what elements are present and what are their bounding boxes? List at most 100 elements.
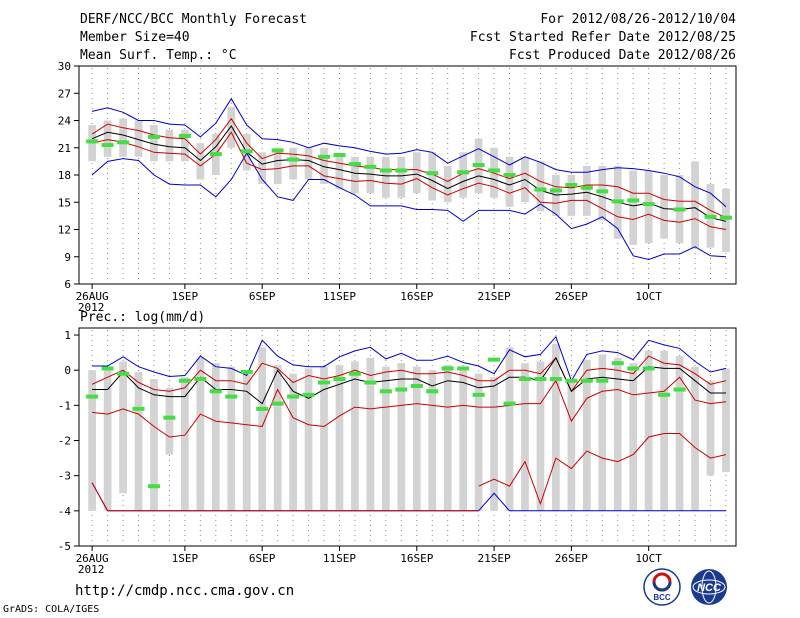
- panel-0-observed-marker: [178, 133, 191, 138]
- panel-0-ytick-label: 30: [58, 60, 71, 73]
- panel-1-q1-line: [92, 376, 727, 438]
- panel-0-observed-marker: [348, 162, 361, 167]
- panel-1-observed-marker: [132, 406, 145, 411]
- source-url-link[interactable]: http://cmdp.ncc.cma.gov.cn: [75, 583, 295, 599]
- panel-1-ensemble-box: [660, 350, 668, 511]
- panel-1-ensemble-box: [443, 364, 452, 511]
- panel-0-ensemble-box: [582, 165, 591, 216]
- panel-1-ensemble-box: [397, 363, 406, 511]
- panel-0-xtick-year-label: 2012: [78, 301, 105, 314]
- panel-0-xtick-label: 1OCT: [635, 290, 662, 303]
- panel-1-ytick-label: -4: [58, 505, 72, 518]
- panel-0-ensemble-box: [459, 152, 468, 198]
- panel-0-ensemble-box: [412, 152, 421, 194]
- panel-1-low-envelope-line: [478, 433, 727, 506]
- panel-0-ensemble-box: [505, 156, 514, 207]
- panel-1-ytick-label: -1: [58, 399, 71, 412]
- panel-1-observed-marker: [457, 366, 470, 371]
- temperature-panel-title: Mean Surf. Temp.: °C: [80, 48, 237, 63]
- panel-1-ensemble-box: [351, 361, 359, 511]
- chart-title: DERF/NCC/BCC Monthly Forecast: [80, 12, 307, 27]
- panel-0-ensemble-box: [722, 188, 730, 253]
- ncc-logo-icon: NCC: [691, 569, 727, 605]
- panel-1-ensemble-box: [366, 357, 375, 511]
- panel-0-observed-marker: [611, 199, 624, 204]
- panel-0-ytick-label: 12: [58, 224, 71, 237]
- panel-0-min-line: [91, 152, 727, 261]
- panel-0-ytick-label: 6: [64, 278, 71, 291]
- panel-0-ensemble-box: [119, 118, 127, 157]
- panel-0-observed-marker: [457, 170, 470, 175]
- panel-1-observed-marker: [178, 378, 191, 383]
- panel-1-observed-marker: [395, 387, 408, 392]
- panel-1-ensemble-box: [88, 370, 97, 511]
- panel-1-observed-marker: [240, 369, 253, 374]
- panel-0-q3-line: [91, 117, 727, 219]
- panel-0-ensemble-box: [258, 152, 267, 185]
- panel-1-observed-marker: [256, 406, 269, 411]
- fcst-produced-date-label: Fcst Produced Date 2012/08/26: [509, 48, 736, 63]
- panel-1-observed-marker: [441, 366, 454, 371]
- panel-0-ensemble-box: [381, 156, 390, 198]
- panel-0-ensemble-box: [134, 120, 143, 157]
- panel-0-ytick-label: 15: [58, 196, 71, 209]
- panel-0-ensemble-box: [227, 106, 236, 148]
- panel-0-observed-marker: [596, 189, 609, 194]
- panel-1-ensemble-box: [598, 354, 607, 511]
- panel-1-ensemble-box: [381, 366, 390, 511]
- panel-1-ensemble-box: [505, 347, 514, 511]
- panel-0-ensemble-box: [335, 156, 344, 189]
- panel-1-ytick-label: -5: [58, 540, 71, 553]
- panel-0-ensemble-box: [351, 156, 359, 194]
- panel-1-ensemble-box: [536, 361, 545, 511]
- panel-1-xtick-label: 26SEP: [555, 552, 588, 565]
- panel-0-ensemble-box: [103, 120, 112, 157]
- panel-1-xtick-label: 16SEP: [400, 552, 433, 565]
- panel-0-ytick-label: 18: [58, 169, 71, 182]
- panel-0-observed-marker: [488, 168, 501, 173]
- panel-1-ensemble-box: [211, 363, 220, 511]
- panel-1-ensemble-box: [644, 350, 653, 511]
- panel-1-ensemble-box: [165, 387, 174, 455]
- panel-1-observed-marker: [364, 380, 377, 385]
- panel-0-xtick-label: 16SEP: [400, 290, 433, 303]
- panel-1-observed-marker: [580, 378, 593, 383]
- panel-0-observed-marker: [240, 149, 253, 154]
- panel-0-observed-marker: [86, 139, 99, 144]
- panel-1-ensemble-box: [320, 366, 328, 511]
- panel-0-ensemble-box: [644, 170, 653, 244]
- panel-0-max-line: [91, 97, 727, 208]
- panel-1-observed-marker: [379, 389, 392, 394]
- panel-0-observed-marker: [642, 202, 655, 207]
- panel-1-observed-marker: [426, 389, 439, 394]
- panel-0-observed-marker: [101, 143, 114, 148]
- panel-0-ensemble-box: [273, 147, 282, 185]
- panel-0-observed-marker: [704, 214, 717, 219]
- panel-1-floor-line: [91, 482, 479, 512]
- panel-0-ensemble-box: [320, 147, 328, 185]
- panel-0-observed-marker: [627, 198, 640, 203]
- panel-0-xtick-label: 1SEP: [172, 290, 199, 303]
- panel-1-max-line: [92, 335, 727, 382]
- panel-1-ensemble-box: [552, 343, 560, 511]
- panel-1-ensemble-box: [242, 373, 251, 511]
- panel-1-ensemble-box: [428, 370, 437, 511]
- panel-0-q1-line: [91, 131, 727, 230]
- panel-0-xtick-label: 6SEP: [249, 290, 276, 303]
- panel-1-ensemble-box: [304, 368, 313, 511]
- panel-1-observed-marker: [642, 366, 655, 371]
- panel-0-observed-marker: [503, 173, 516, 177]
- panel-1-observed-marker: [518, 376, 531, 381]
- panel-1-ensemble-box: [459, 370, 468, 511]
- panel-0-ytick-label: 21: [58, 142, 71, 155]
- panel-0-observed-marker: [673, 207, 686, 212]
- panel-0-ensemble-box: [196, 143, 205, 180]
- panel-0-observed-marker: [719, 215, 732, 220]
- panel-1-ytick-label: -3: [58, 470, 71, 483]
- panel-0-ensemble-box: [443, 165, 452, 203]
- panel-1-ensemble-box: [258, 347, 267, 511]
- panel-1-ensemble-box: [722, 368, 730, 473]
- panel-1-ensemble-box: [150, 378, 158, 511]
- panel-1-ensemble-box: [521, 363, 529, 511]
